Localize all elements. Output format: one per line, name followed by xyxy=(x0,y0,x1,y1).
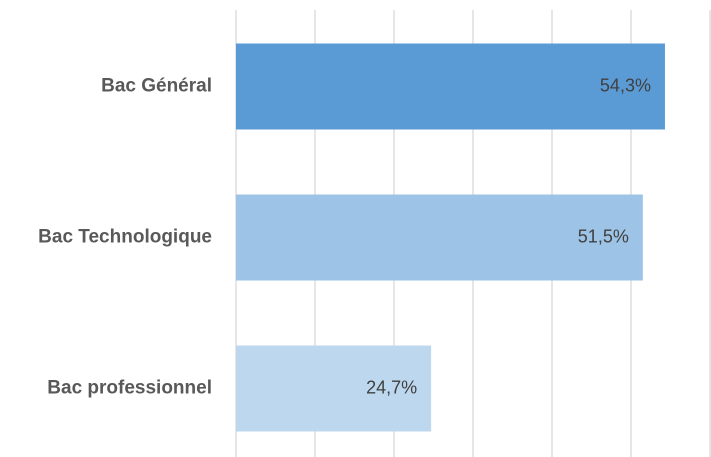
category-label: Bac Technologique xyxy=(38,227,212,248)
value-label: 51,5% xyxy=(578,226,629,246)
value-label: 24,7% xyxy=(366,377,417,397)
bar xyxy=(236,194,643,281)
category-label: Bac professionnel xyxy=(47,378,212,399)
bar xyxy=(236,345,432,432)
value-label: 54,3% xyxy=(600,75,651,95)
category-label: Bac Général xyxy=(101,76,212,97)
bar xyxy=(236,43,665,130)
